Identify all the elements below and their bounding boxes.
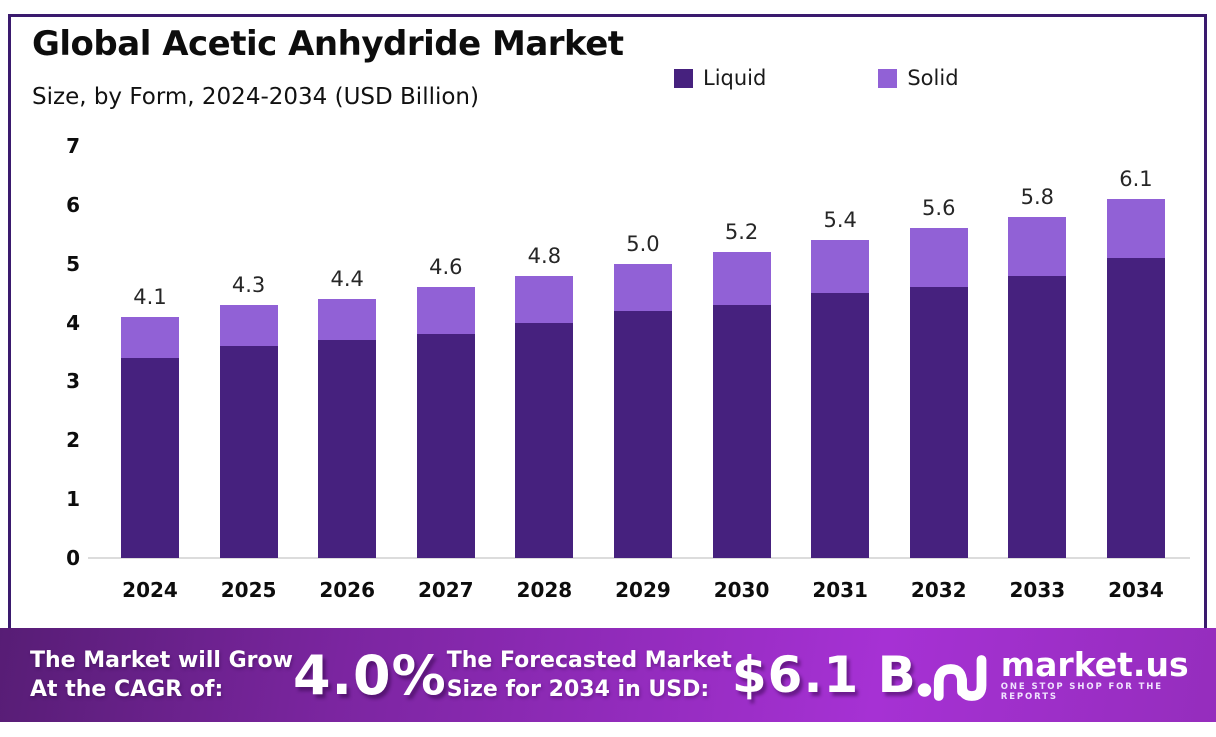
- bar-segment-solid: [712, 251, 771, 305]
- bar-segment-solid: [613, 263, 672, 311]
- bottom-banner: The Market will Grow At the CAGR of: 4.0…: [0, 628, 1216, 722]
- y-tick-label: 1: [66, 487, 80, 512]
- y-tick-label: 7: [66, 134, 80, 158]
- x-axis-label: 2029: [615, 578, 671, 602]
- forecast-value: $6.1 B: [731, 646, 917, 704]
- x-axis-label: 2031: [812, 578, 868, 602]
- x-axis-label: 2026: [319, 578, 376, 602]
- bar-segment-solid: [1008, 216, 1067, 276]
- cagr-label: The Market will Grow At the CAGR of:: [30, 646, 293, 704]
- bar-segment-liquid: [219, 346, 278, 558]
- solid-swatch-icon: [878, 68, 898, 88]
- bar-total-label: 5.2: [724, 219, 759, 244]
- x-axis-label: 2027: [417, 578, 474, 602]
- legend-label-liquid: Liquid: [703, 66, 767, 90]
- bar-segment-solid: [909, 228, 968, 288]
- x-axis-label: 2032: [910, 578, 967, 602]
- legend-label-solid: Solid: [907, 66, 959, 90]
- bar-segment-solid: [811, 240, 870, 294]
- bar-total-label: 4.1: [133, 284, 167, 309]
- logo-text-block: market.us ONE STOP SHOP FOR THE REPORTS: [1000, 644, 1189, 703]
- y-tick-label: 0: [66, 546, 80, 570]
- legend-item-solid: Solid: [878, 66, 959, 90]
- bar-total-label: 6.1: [1119, 166, 1153, 191]
- forecast-label-line1: The Forecasted Market: [446, 647, 732, 673]
- logo-name: market.us: [1000, 644, 1189, 684]
- forecast-label: The Forecasted Market Size for 2034 in U…: [447, 646, 732, 704]
- x-axis-label: 2028: [516, 578, 573, 602]
- bar-segment-liquid: [416, 334, 475, 558]
- bar-column-2027: 4.6 2027: [416, 146, 475, 602]
- bar-segment-liquid: [515, 322, 574, 558]
- legend-item-liquid: Liquid: [674, 66, 766, 90]
- bar-total-label: 4.8: [527, 243, 562, 268]
- bar-segment-liquid: [712, 304, 771, 558]
- x-axis-line: [88, 557, 1190, 559]
- bar-column-2026: 4.4 2026: [318, 146, 377, 602]
- cagr-label-line1: The Market will Grow: [30, 647, 293, 673]
- bar-column-2031: 5.4 2031: [811, 146, 870, 602]
- bar-column-2030: 5.2 2030: [712, 146, 771, 602]
- bar-total-label: 5.8: [1020, 184, 1055, 209]
- forecast-label-line2: Size for 2034 in USD:: [446, 677, 710, 702]
- bar-total-label: 4.4: [330, 267, 364, 292]
- y-axis: 0 1 2 3 4 5 6 7: [40, 134, 80, 570]
- y-tick-label: 6: [66, 192, 80, 217]
- y-tick-label: 5: [66, 251, 80, 276]
- x-axis-label: 2030: [713, 578, 770, 602]
- bar-column-2029: 5.0 2029: [613, 146, 672, 602]
- cagr-label-line2: At the CAGR of:: [30, 677, 224, 702]
- bar-total-label: 4.6: [429, 255, 463, 280]
- bar-segment-liquid: [121, 357, 179, 558]
- y-tick-label: 2: [66, 428, 80, 453]
- liquid-swatch-icon: [674, 68, 693, 88]
- bar-segment-solid: [318, 299, 377, 341]
- bar-segment-solid: [1106, 199, 1165, 258]
- bar-segment-solid: [416, 287, 475, 335]
- y-tick-label: 3: [66, 369, 80, 394]
- x-axis-label: 2025: [220, 578, 277, 602]
- bar-column-2033: 5.8 2033: [1008, 146, 1067, 602]
- x-axis-label: 2033: [1009, 578, 1066, 602]
- bar-plot-area: 4.1 2024 4.3 2025 4.4 2026 4.6 2027 4.8 2028 5.0 20…: [95, 146, 1185, 602]
- bar-segment-liquid: [613, 310, 672, 558]
- page-title: Global Acetic Anhydride Market: [32, 24, 624, 64]
- page-subtitle: Size, by Form, 2024-2034 (USD Billion): [32, 84, 479, 110]
- x-axis-label: 2034: [1108, 578, 1164, 602]
- market-us-logo-icon: [917, 655, 987, 701]
- bar-segment-liquid: [811, 293, 870, 558]
- bar-total-label: 4.3: [231, 272, 266, 297]
- bar-column-2024: 4.1 2024: [121, 146, 179, 602]
- bar-segment-solid: [515, 275, 574, 323]
- cagr-value: 4.0%: [292, 643, 447, 707]
- bar-segment-solid: [121, 316, 179, 358]
- bar-segment-liquid: [909, 287, 968, 558]
- x-axis-label: 2024: [122, 578, 178, 602]
- bar-segment-solid: [219, 304, 278, 347]
- bar-segment-liquid: [1106, 257, 1165, 558]
- bar-column-2028: 4.8 2028: [515, 146, 574, 602]
- chart-legend: Liquid Solid: [674, 66, 959, 90]
- bar-total-label: 5.6: [922, 196, 956, 221]
- bar-total-label: 5.4: [823, 208, 857, 233]
- bar-total-label: 5.0: [626, 231, 660, 256]
- bar-column-2025: 4.3 2025: [219, 146, 278, 602]
- y-tick-label: 4: [66, 310, 80, 335]
- bar-column-2034: 6.1 2034: [1106, 146, 1165, 602]
- bar-segment-liquid: [1008, 275, 1067, 558]
- logo-tagline: ONE STOP SHOP FOR THE REPORTS: [1000, 682, 1164, 703]
- bar-segment-liquid: [318, 340, 377, 558]
- market-us-logo: market.us ONE STOP SHOP FOR THE REPORTS: [917, 646, 1189, 704]
- bar-column-2032: 5.6 2032: [909, 146, 968, 602]
